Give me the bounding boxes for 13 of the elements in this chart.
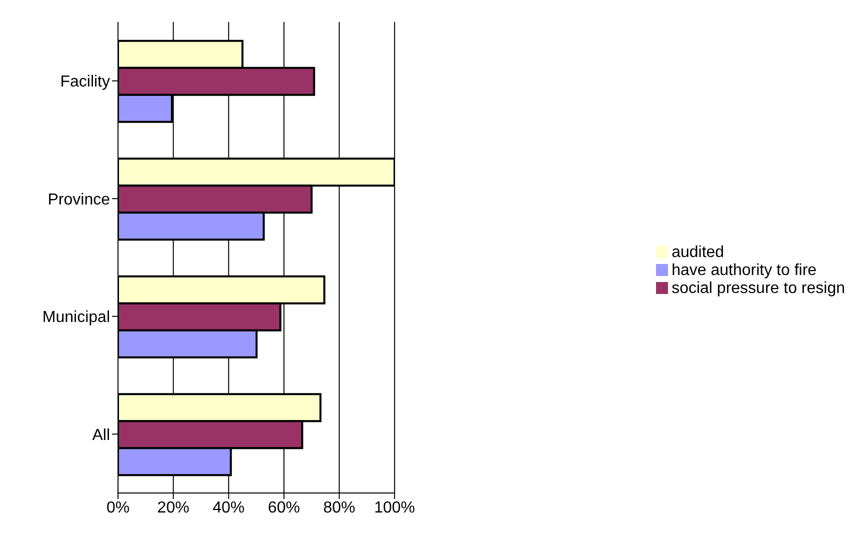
x-tick-label: 20%: [157, 499, 190, 516]
legend-label: social pressure to resign: [672, 280, 845, 296]
x-tick-label: 100%: [374, 499, 416, 516]
legend-label: audited: [672, 244, 724, 260]
y-tick-label: Facility: [60, 74, 110, 91]
legend-label: have authority to fire: [672, 262, 817, 278]
y-tick-label: Province: [48, 191, 110, 208]
x-tick-label: 80%: [323, 499, 356, 516]
y-tick-label: All: [92, 426, 110, 444]
x-tick-label: 60%: [268, 499, 300, 516]
x-tick-label: 40%: [212, 499, 245, 516]
y-tick-label: Municipal: [42, 309, 110, 326]
x-tick-label: 0%: [106, 499, 130, 516]
